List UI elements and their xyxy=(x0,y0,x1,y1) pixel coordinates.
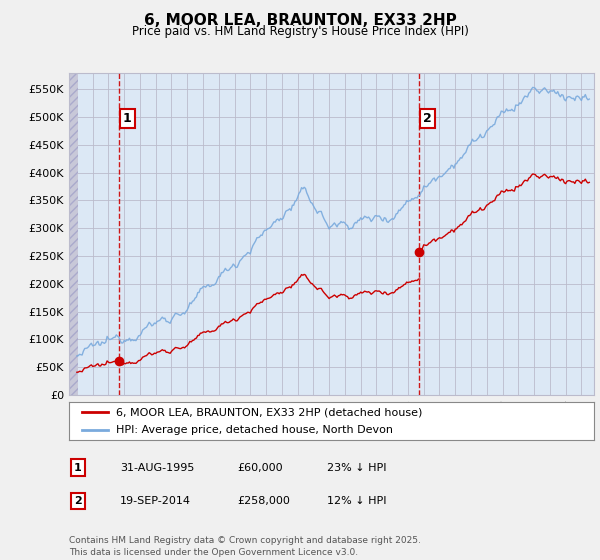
Text: 1: 1 xyxy=(74,463,82,473)
Text: 19-SEP-2014: 19-SEP-2014 xyxy=(120,496,191,506)
Text: 6, MOOR LEA, BRAUNTON, EX33 2HP (detached house): 6, MOOR LEA, BRAUNTON, EX33 2HP (detache… xyxy=(116,407,422,417)
Text: Contains HM Land Registry data © Crown copyright and database right 2025.
This d: Contains HM Land Registry data © Crown c… xyxy=(69,536,421,557)
Text: Price paid vs. HM Land Registry's House Price Index (HPI): Price paid vs. HM Land Registry's House … xyxy=(131,25,469,38)
Text: 23% ↓ HPI: 23% ↓ HPI xyxy=(327,463,386,473)
Text: £258,000: £258,000 xyxy=(237,496,290,506)
Text: HPI: Average price, detached house, North Devon: HPI: Average price, detached house, Nort… xyxy=(116,425,393,435)
Text: £60,000: £60,000 xyxy=(237,463,283,473)
Text: 2: 2 xyxy=(74,496,82,506)
Text: 31-AUG-1995: 31-AUG-1995 xyxy=(120,463,194,473)
Bar xyxy=(69,62,77,395)
Text: 6, MOOR LEA, BRAUNTON, EX33 2HP: 6, MOOR LEA, BRAUNTON, EX33 2HP xyxy=(143,13,457,28)
Text: 2: 2 xyxy=(423,111,432,125)
Text: 12% ↓ HPI: 12% ↓ HPI xyxy=(327,496,386,506)
Text: 1: 1 xyxy=(123,111,131,125)
